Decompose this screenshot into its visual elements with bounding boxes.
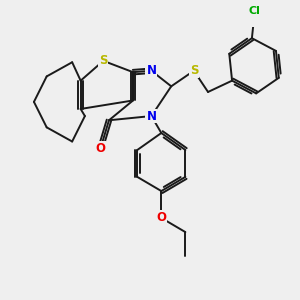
Text: S: S — [190, 64, 198, 77]
Text: O: O — [156, 212, 166, 224]
Text: O: O — [95, 142, 106, 155]
Text: N: N — [146, 110, 156, 122]
Text: Cl: Cl — [249, 6, 261, 16]
Text: N: N — [146, 64, 156, 77]
Text: S: S — [99, 54, 107, 67]
